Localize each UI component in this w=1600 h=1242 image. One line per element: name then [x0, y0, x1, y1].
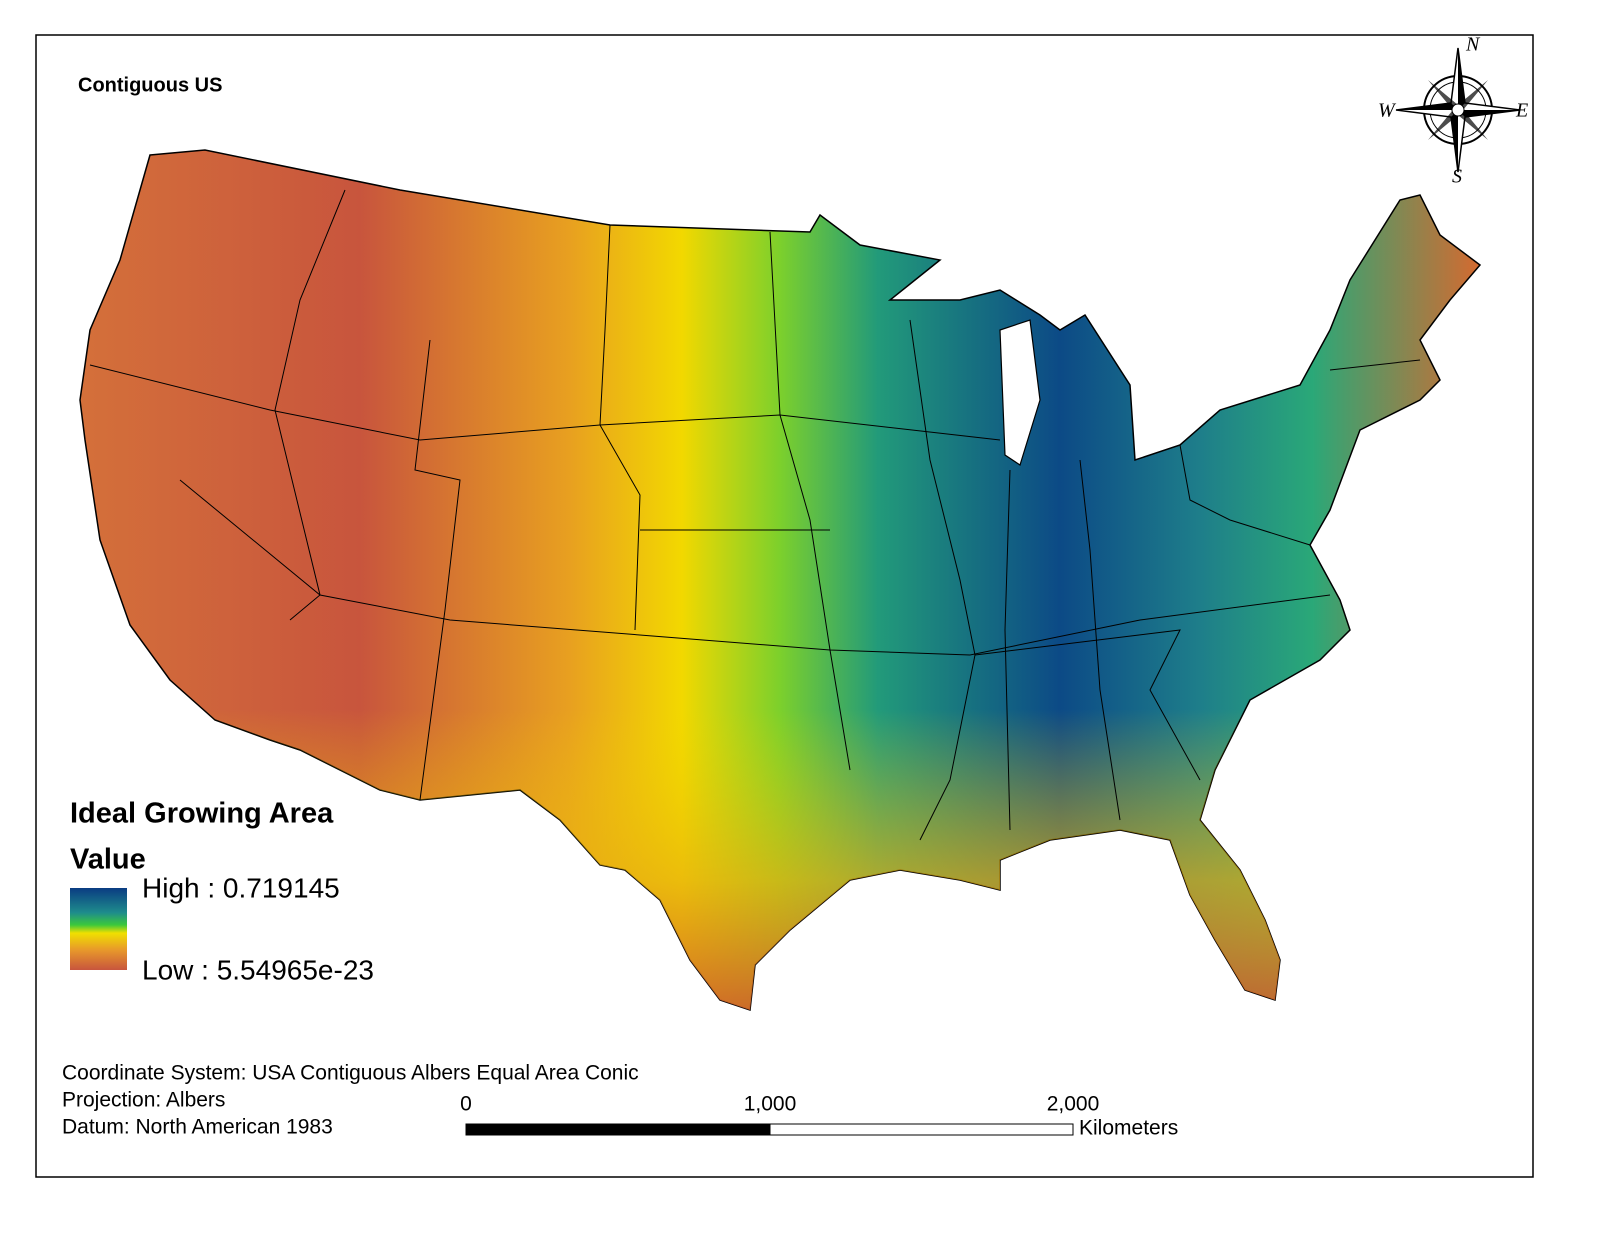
scale-bar: 0 1,000 2,000 Kilometers: [460, 1093, 1178, 1140]
legend-high: High : 0.719145: [142, 872, 340, 903]
scale-unit: Kilometers: [1079, 1117, 1178, 1140]
scale-label: 0: [460, 1093, 472, 1116]
compass-east: E: [1515, 100, 1528, 122]
metadata: Coordinate System: USA Contiguous Albers…: [62, 1062, 639, 1139]
compass-north: N: [1465, 34, 1481, 56]
compass-south: S: [1452, 166, 1462, 188]
frame: [35, 34, 1534, 1178]
legend-low: Low : 5.54965e-23: [142, 954, 374, 985]
compass: N E S W: [1378, 34, 1528, 188]
scale-segment: [465, 1123, 771, 1136]
scale-label: 1,000: [744, 1093, 797, 1116]
us-map: [79, 149, 1482, 1012]
map-title: Contiguous US: [78, 74, 222, 96]
scale-segment: [769, 1123, 1074, 1136]
metadata-line: Projection: Albers: [62, 1089, 225, 1112]
compass-west: W: [1378, 100, 1397, 122]
legend-ramp: [70, 888, 127, 970]
legend: Ideal Growing Area Value High : 0.719145…: [70, 798, 374, 985]
state-borders: [89, 189, 1421, 841]
lake-michigan: [999, 319, 1041, 466]
scale-label: 2,000: [1047, 1093, 1100, 1116]
metadata-line: Coordinate System: USA Contiguous Albers…: [62, 1062, 639, 1085]
metadata-line: Datum: North American 1983: [62, 1116, 333, 1139]
land-shade: [80, 150, 1480, 1010]
legend-subtitle: Value: [70, 844, 146, 876]
legend-title: Ideal Growing Area: [70, 798, 334, 830]
